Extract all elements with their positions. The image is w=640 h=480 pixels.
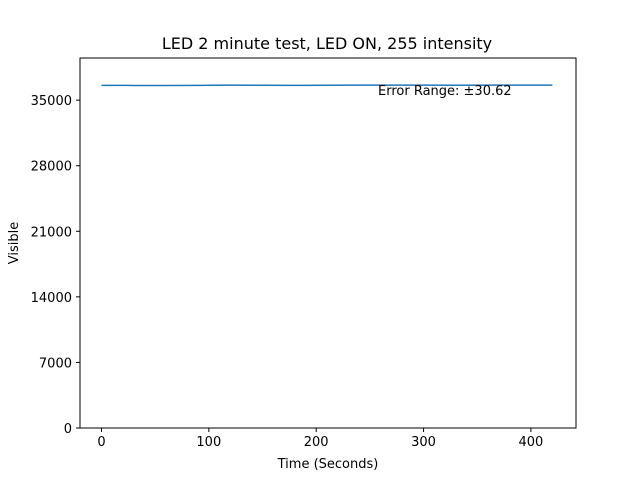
plot-frame: [79, 57, 577, 429]
x-tick-label: 100: [196, 435, 221, 450]
chart-title: LED 2 minute test, LED ON, 255 intensity: [162, 34, 492, 53]
y-tick-label: 35000: [31, 94, 72, 109]
y-axis: 0 7000 14000 21000 28000 35000: [31, 94, 80, 437]
y-axis-label: Visible: [7, 222, 22, 264]
y-tick-label: 14000: [31, 291, 72, 306]
annotation: Error Range: ±30.62: [378, 84, 512, 99]
x-tick-label: 200: [304, 435, 329, 450]
x-tick-label: 400: [518, 435, 543, 450]
y-tick-label: 7000: [39, 356, 72, 371]
x-axis-label: Time (Seconds): [277, 457, 379, 472]
x-tick-label: 0: [97, 435, 105, 450]
y-tick-label: 28000: [31, 160, 72, 175]
x-tick-label: 300: [411, 435, 436, 450]
y-tick-label: 21000: [31, 225, 72, 240]
y-tick-label: 0: [64, 422, 72, 437]
plot-area: 0 100 200 300 400 0 7000 14000 21000 28000 35000: [31, 57, 577, 450]
x-axis: 0 100 200 300 400: [97, 428, 543, 450]
